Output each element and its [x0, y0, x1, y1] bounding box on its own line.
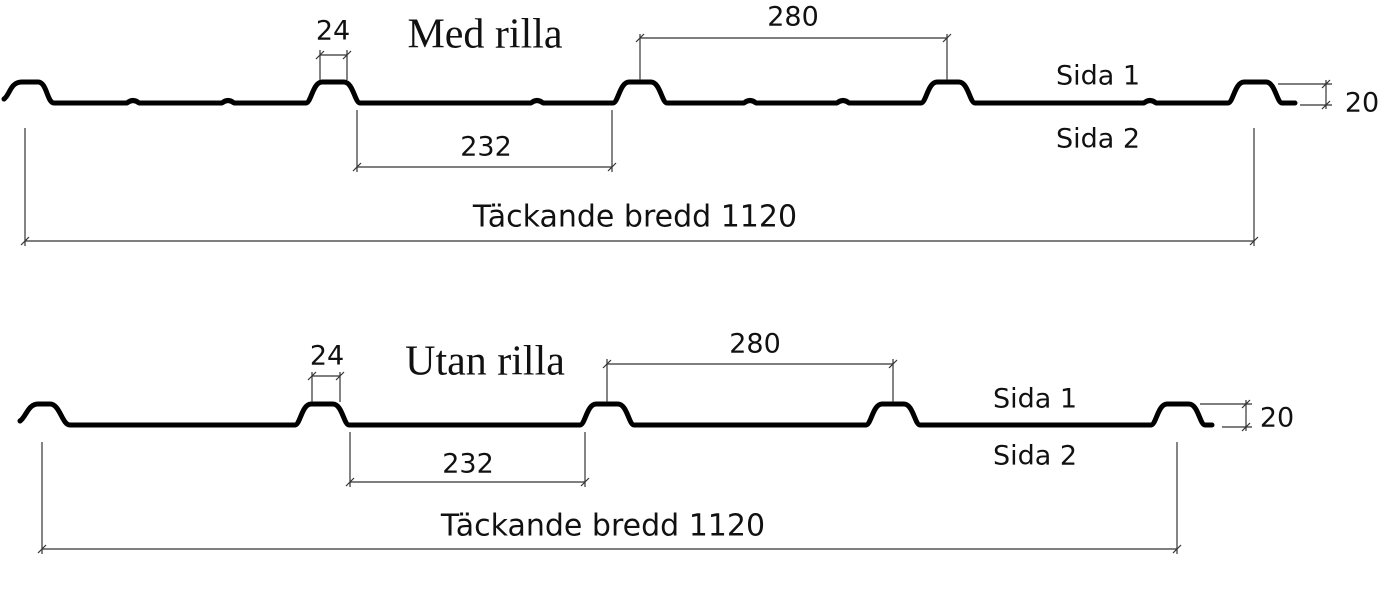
- side-label: Sida 1: [993, 384, 1077, 415]
- roof-profile: [17, 401, 1215, 428]
- dimension-line: [1321, 100, 1331, 110]
- pitch-label: 280: [767, 2, 819, 33]
- dimension-line: [1241, 399, 1251, 409]
- roof-profile: [1, 79, 1298, 106]
- side-label: Sida 1: [1056, 61, 1140, 92]
- dimension-line: [1241, 422, 1251, 432]
- cover-width-label: Täckande bredd 1120: [440, 509, 765, 544]
- gap-label: 232: [460, 132, 512, 163]
- dimension-line: [1321, 79, 1331, 89]
- pitch-label: 280: [729, 329, 781, 360]
- side-label: Sida 2: [1056, 124, 1140, 155]
- rib-width-label: 24: [310, 341, 344, 372]
- profile-title: Med rilla: [407, 12, 562, 58]
- cover-width-label: Täckande bredd 1120: [472, 200, 797, 235]
- profile-title: Utan rilla: [405, 339, 565, 385]
- drawing: [1, 33, 1332, 554]
- side-label: Sida 2: [993, 441, 1077, 472]
- height-label: 20: [1260, 403, 1294, 434]
- height-label: 20: [1345, 88, 1379, 119]
- rib-width-label: 24: [316, 16, 350, 47]
- gap-label: 232: [442, 449, 494, 480]
